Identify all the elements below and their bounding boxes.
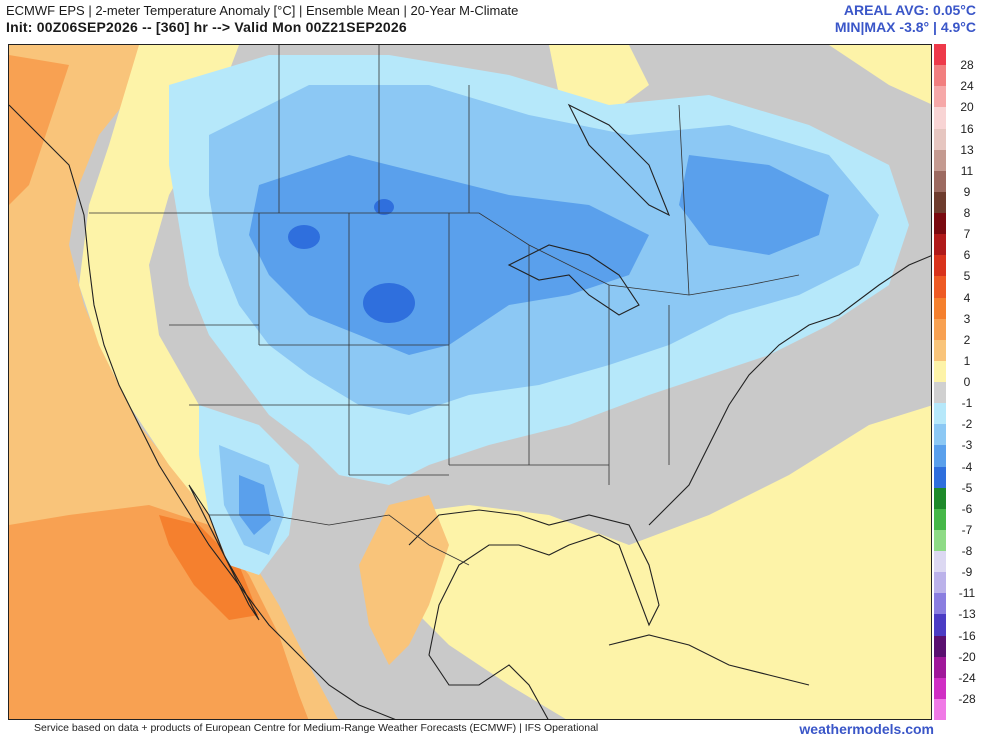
colorbar-swatch xyxy=(934,551,946,573)
colorbar-swatch xyxy=(934,360,946,382)
chart-title: ECMWF EPS | 2-meter Temperature Anomaly … xyxy=(6,3,519,18)
hudson-bay-shore xyxy=(567,103,671,217)
colorbar: 28 24 20 16 13 11 9 8 7 6 5 4 3 2 1 0 -1 -2 -3 -4 -5 -6 -7 -8 -9… xyxy=(934,44,986,720)
colorbar-swatch xyxy=(934,149,946,171)
colorbar-label: 11 xyxy=(960,163,974,178)
colorbar-swatch xyxy=(934,487,946,509)
colorbar-label: 3 xyxy=(963,311,971,326)
baja-hotspot xyxy=(159,515,259,620)
colorbar-swatch xyxy=(934,297,946,319)
colorbar-label: -11 xyxy=(958,586,976,601)
attribution-text: Service based on data + products of Euro… xyxy=(34,722,599,734)
colorbar-swatch xyxy=(934,572,946,594)
colorbar-swatch xyxy=(934,593,946,615)
colorbar-swatch xyxy=(934,170,946,192)
arizona-cool-core xyxy=(239,475,271,535)
colorbar-label: -9 xyxy=(961,565,973,580)
colorbar-label: -20 xyxy=(958,649,976,664)
colorbar-label: 1 xyxy=(963,353,971,368)
colorbar-swatch xyxy=(934,318,946,340)
gulf-alaska-warm xyxy=(9,55,69,205)
init-valid-line: Init: 00Z06SEP2026 -- [360] hr --> Valid… xyxy=(6,19,407,35)
colorbar-extension xyxy=(934,44,946,66)
colorbar-label: -7 xyxy=(961,522,973,537)
colorbar-label: 0 xyxy=(963,375,971,389)
us-mexico-border xyxy=(209,514,470,566)
colorbar-swatch xyxy=(934,635,946,657)
min-max: MIN|MAX -3.8° | 4.9°C xyxy=(834,19,976,35)
province-borders xyxy=(278,45,690,296)
colorbar-label: -6 xyxy=(961,501,973,516)
atlantic-coast xyxy=(648,255,931,526)
colorbar-label: 28 xyxy=(960,58,974,73)
colorbar-label: -5 xyxy=(961,480,973,495)
colorbar-label: -8 xyxy=(961,544,973,558)
colorbar-label: 6 xyxy=(963,248,971,263)
anomaly-map xyxy=(8,44,932,720)
colorbar-swatch xyxy=(934,255,946,277)
colorbar-swatch xyxy=(934,107,946,129)
quebec-cool xyxy=(679,155,829,255)
colorbar-swatch xyxy=(934,508,946,530)
colorbar-label: 13 xyxy=(960,142,974,157)
colorbar-swatch xyxy=(934,213,946,235)
great-lakes xyxy=(507,244,640,316)
colorbar-label: 20 xyxy=(960,100,974,115)
gulf-atlantic-mild xyxy=(379,405,931,719)
state-borders xyxy=(169,213,670,485)
brand-link[interactable]: weathermodels.com xyxy=(799,721,934,737)
map-canvas xyxy=(9,45,931,719)
colorbar-label: 7 xyxy=(963,227,971,242)
caribbean-islands xyxy=(608,634,810,686)
colorbar-label: -3 xyxy=(961,438,973,453)
colorbar-label: 16 xyxy=(960,121,974,136)
colorbar-swatch xyxy=(934,276,946,298)
colorbar-label: -24 xyxy=(958,670,976,685)
mexico-warm xyxy=(359,495,449,665)
colorbar-swatch xyxy=(934,65,946,87)
pacific-coast xyxy=(9,104,396,719)
colorbar-swatch xyxy=(934,656,946,678)
coastlines xyxy=(9,103,931,719)
colorbar-swatch xyxy=(934,677,946,699)
west-coast-mild xyxy=(79,45,239,515)
colorbar-label: -28 xyxy=(958,691,976,706)
colorbar-label: -2 xyxy=(961,417,973,432)
colorbar-swatch xyxy=(934,382,946,404)
colorbar-label: -16 xyxy=(958,628,976,643)
colorbar-label: 8 xyxy=(963,206,971,220)
stats-box: AREAL AVG: 0.05°C MIN|MAX -3.8° | 4.9°C xyxy=(835,2,976,36)
colorbar-swatch xyxy=(934,234,946,256)
colorbar-label: 9 xyxy=(963,184,971,199)
colorbar-swatch xyxy=(934,466,946,488)
chart-header: ECMWF EPS | 2-meter Temperature Anomaly … xyxy=(6,2,518,36)
colorbar-swatch xyxy=(934,445,946,467)
colorbar-label: -4 xyxy=(961,459,973,474)
labrador-mild xyxy=(829,45,931,105)
colorbar-swatch xyxy=(934,424,946,446)
colorbar-swatch xyxy=(934,86,946,108)
gulf-coast xyxy=(408,509,660,719)
colorbar-swatch xyxy=(934,191,946,213)
colorbar-label: 2 xyxy=(963,332,971,347)
nebraska-cold-core xyxy=(363,283,415,323)
baja-peninsula xyxy=(188,484,260,621)
areal-average: AREAL AVG: 0.05°C xyxy=(843,2,976,18)
colorbar-label: 5 xyxy=(963,269,971,284)
colorbar-label: 4 xyxy=(963,290,971,305)
colorbar-label: -13 xyxy=(958,607,976,622)
colorbar-label: 24 xyxy=(960,79,974,94)
colorbar-swatch xyxy=(934,529,946,551)
colorbar-swatch xyxy=(934,128,946,150)
colorbar-swatch xyxy=(934,614,946,636)
colorbar-swatch xyxy=(934,698,946,720)
colorbar-label: -1 xyxy=(961,396,973,411)
colorbar-swatch xyxy=(934,403,946,425)
montana-cold-core xyxy=(288,225,320,249)
colorbar-swatch xyxy=(934,339,946,361)
political-borders xyxy=(89,45,800,566)
